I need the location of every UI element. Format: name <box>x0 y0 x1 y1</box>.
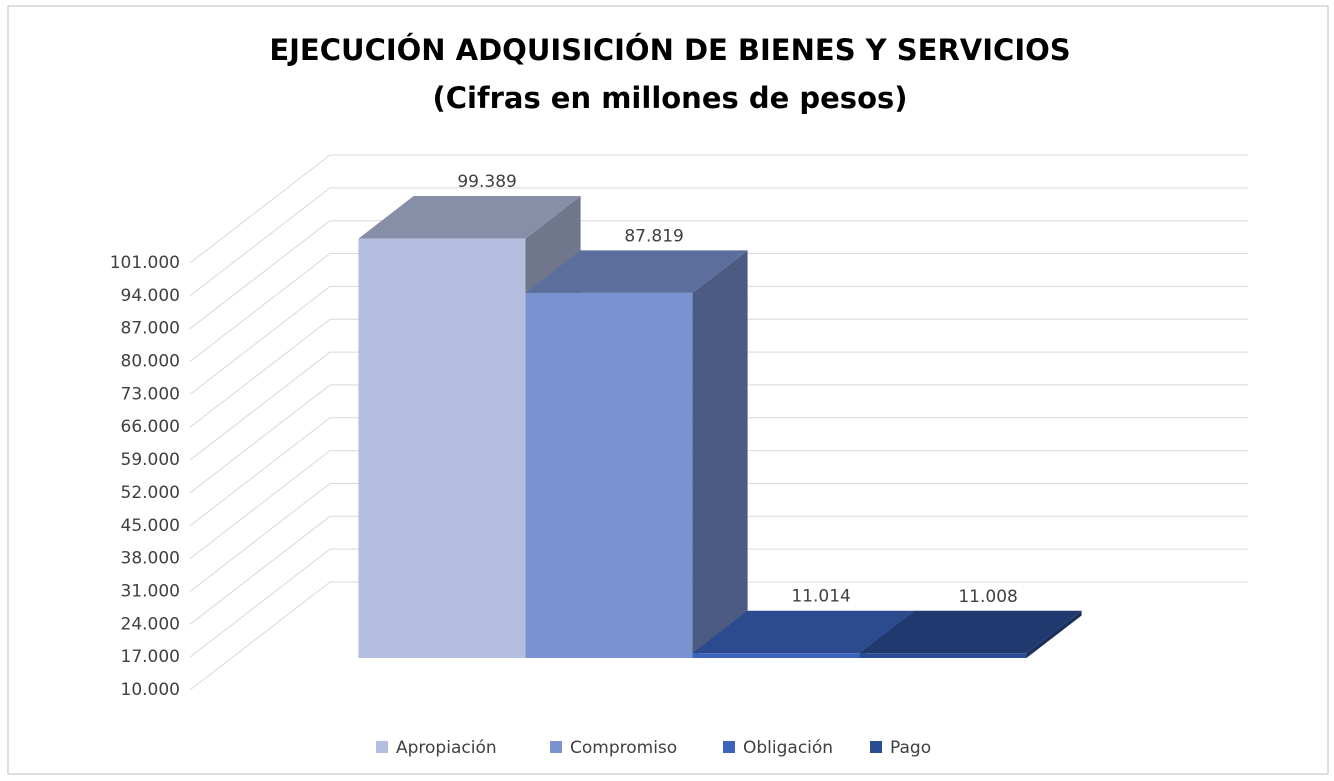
value-label: 11.008 <box>958 587 1017 607</box>
bar <box>692 653 860 659</box>
y-tick-label: 52.000 <box>121 483 180 503</box>
y-tick-label: 94.000 <box>121 286 180 306</box>
y-tick-label: 73.000 <box>121 384 180 404</box>
grid-line <box>189 220 331 330</box>
legend-label: Compromiso <box>570 738 677 758</box>
legend-label: Apropiación <box>396 738 497 758</box>
grid-line <box>189 384 331 494</box>
y-tick-label: 87.000 <box>121 319 180 339</box>
grid-line <box>189 581 331 691</box>
y-tick-label: 80.000 <box>121 352 180 372</box>
y-tick-label: 66.000 <box>121 417 180 437</box>
bar-top <box>358 196 581 239</box>
y-tick-label: 101.000 <box>110 253 180 273</box>
grid-line <box>189 483 331 592</box>
grid-line <box>189 154 331 264</box>
bar-top <box>859 610 1082 654</box>
legend-label: Obligación <box>743 738 833 758</box>
legend-swatch <box>550 741 562 753</box>
grid-line <box>189 351 331 461</box>
chart-subtitle: (Cifras en millones de pesos) <box>432 81 907 115</box>
y-tick-label: 38.000 <box>121 549 180 569</box>
bar <box>358 238 526 659</box>
legend-swatch <box>723 741 735 753</box>
y-tick-label: 10.000 <box>121 680 180 700</box>
y-tick-label: 45.000 <box>121 516 180 536</box>
grid-line <box>189 285 331 395</box>
bar <box>525 292 693 659</box>
grid-line <box>189 515 331 625</box>
bar-side <box>1026 610 1082 659</box>
bar-side <box>692 250 748 659</box>
grid-line <box>189 417 331 527</box>
y-tick-label: 59.000 <box>121 450 180 470</box>
legend-swatch <box>376 741 388 753</box>
y-tick-label: 17.000 <box>121 647 180 667</box>
value-label: 99.389 <box>457 172 516 192</box>
chart-title: EJECUCIÓN ADQUISICIÓN DE BIENES Y SERVIC… <box>269 33 1070 67</box>
y-tick-label: 24.000 <box>121 614 180 634</box>
value-label: 11.014 <box>791 587 850 607</box>
grid-line <box>189 318 331 428</box>
grid-line <box>189 253 331 362</box>
value-label: 87.819 <box>624 226 683 246</box>
legend-swatch <box>870 741 882 753</box>
bar <box>859 653 1027 659</box>
grid-line <box>189 548 331 658</box>
legend-label: Pago <box>890 738 931 758</box>
grid-line <box>189 450 331 560</box>
grid-line <box>189 187 331 297</box>
y-tick-label: 31.000 <box>121 581 180 601</box>
bar-top <box>525 250 748 293</box>
bar-top <box>692 610 915 654</box>
